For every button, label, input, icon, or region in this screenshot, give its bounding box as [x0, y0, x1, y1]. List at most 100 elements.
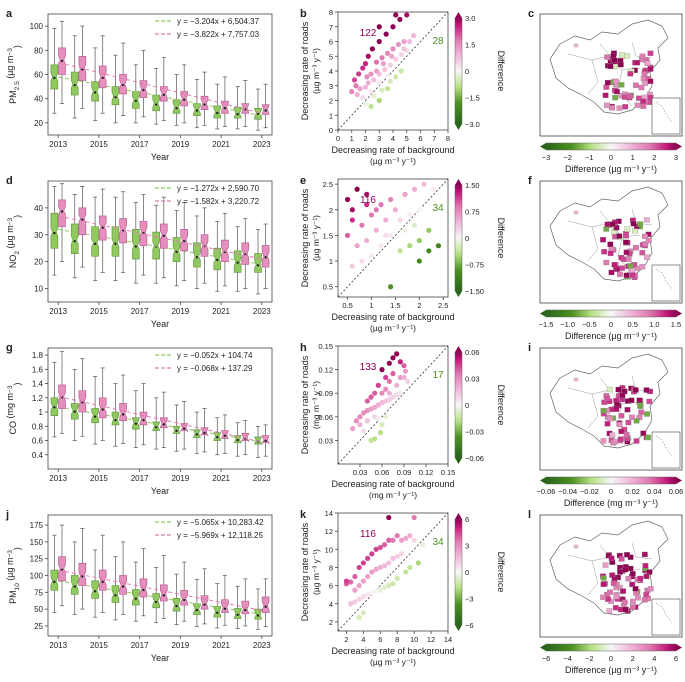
scatter-point [397, 217, 403, 223]
scatter-point [407, 212, 413, 218]
plot-frame [337, 345, 449, 465]
map-cell [611, 262, 618, 268]
mean-marker [236, 113, 239, 116]
box-roads [119, 403, 127, 421]
scatter-point [401, 363, 407, 369]
y-tick-label: 12 [325, 527, 333, 536]
map-cell [620, 256, 627, 262]
colorbar-tick-label: 4 [652, 654, 656, 663]
colorbar-tick-label: 1.0 [649, 320, 659, 329]
scatter-point [359, 258, 365, 264]
x-tick-label: 2013 [49, 140, 67, 149]
scatter-point [390, 46, 396, 52]
y-tick-label: 0.09 [318, 389, 333, 398]
scatter-point [373, 588, 379, 594]
panel-letter: l [528, 509, 531, 521]
scatter-point [373, 546, 379, 552]
scatter-point [352, 573, 358, 580]
mean-marker [93, 590, 97, 593]
map-cell [627, 71, 634, 77]
mean-marker [93, 91, 97, 94]
mean-marker [154, 600, 158, 604]
map-cell [647, 94, 654, 101]
box-roads [139, 578, 148, 598]
x-axis-label: Decreasing rate of background [331, 646, 454, 656]
map-cell [624, 552, 630, 558]
mean-marker [142, 418, 145, 422]
y-axis-label-part: (µg m [5, 225, 15, 251]
mean-marker [101, 226, 104, 229]
scatter-point [411, 537, 417, 543]
scatter-point [384, 50, 391, 56]
map-cell [619, 392, 626, 399]
map-cell [607, 241, 614, 247]
mean-marker [73, 239, 76, 243]
y-tick-label: 1 [39, 408, 44, 417]
scatter-point [388, 232, 394, 239]
map-cell [573, 43, 579, 48]
panel-k: k 2 4 6 8 10 12 14 2 4 6 8 10 12 14 116 34 Decreasing rat… [300, 509, 506, 667]
box-background [132, 229, 140, 260]
scatter-point [383, 232, 389, 239]
mean-marker [73, 585, 76, 588]
y-axis-label: Decreasing rate of roads [300, 21, 310, 120]
y-tick-label: 25 [34, 622, 43, 631]
x-tick-label: 12 [427, 635, 435, 644]
scatter-point [376, 80, 382, 86]
scatter-point [397, 16, 403, 22]
province-border [631, 542, 653, 560]
scatter-point [386, 514, 392, 521]
colorbar-tick-label: 6 [674, 654, 678, 663]
map-cell [640, 430, 647, 436]
x-tick-label: 1 [350, 134, 354, 143]
scatter-point [361, 428, 367, 434]
mean-marker [121, 585, 125, 588]
map-cell [620, 588, 627, 594]
x-tick-label: 0.5 [342, 301, 352, 310]
y-tick-label: 40 [34, 204, 43, 213]
mean-marker [101, 76, 104, 80]
box-background [111, 226, 120, 257]
scatter-point [362, 61, 369, 67]
map-cell [602, 562, 609, 568]
colorbar-arrow-left [540, 143, 546, 150]
mean-marker [256, 614, 260, 617]
scatter-point [401, 38, 407, 45]
map-cell [636, 397, 643, 403]
map-cell [642, 241, 649, 247]
colorbar-label: Difference (mg m⁻³ y⁻¹) [564, 498, 658, 508]
y-axis-label-part: ) [12, 45, 22, 48]
mean-marker [223, 607, 227, 610]
count-below-label: 34 [432, 537, 444, 548]
map-cell [644, 60, 651, 66]
mean-marker [162, 93, 166, 97]
scatter-point [401, 46, 407, 52]
south-sea-inset [651, 431, 681, 469]
scatter-point [353, 418, 359, 424]
x-tick-label: 2013 [49, 474, 67, 483]
y-tick-label: 1.6 [32, 365, 44, 374]
mean-marker [182, 427, 186, 430]
scatter-point [368, 394, 374, 400]
x-tick-label: 2015 [90, 307, 108, 316]
x-tick-label: 14 [444, 635, 452, 644]
y-tick-label: 20 [34, 119, 43, 128]
colorbar-arrow-bottom [455, 291, 462, 297]
scatter-point [377, 429, 384, 436]
map-cell [633, 418, 640, 424]
y-tick-label: 150 [30, 538, 44, 547]
mean-marker [236, 613, 239, 617]
scatter-point [384, 86, 391, 92]
mean-marker [216, 258, 219, 262]
map-cell [629, 581, 636, 588]
colorbar-tick-label: 3 [465, 542, 469, 551]
scatter-point [364, 398, 370, 404]
colorbar-tick-label: −2 [563, 153, 572, 162]
map-cell [608, 555, 615, 561]
x-tick-label: 2013 [49, 641, 67, 650]
y-tick-label: 0.15 [318, 342, 333, 351]
scatter-point [360, 94, 366, 101]
box-roads [119, 575, 127, 595]
province-border [599, 43, 611, 57]
